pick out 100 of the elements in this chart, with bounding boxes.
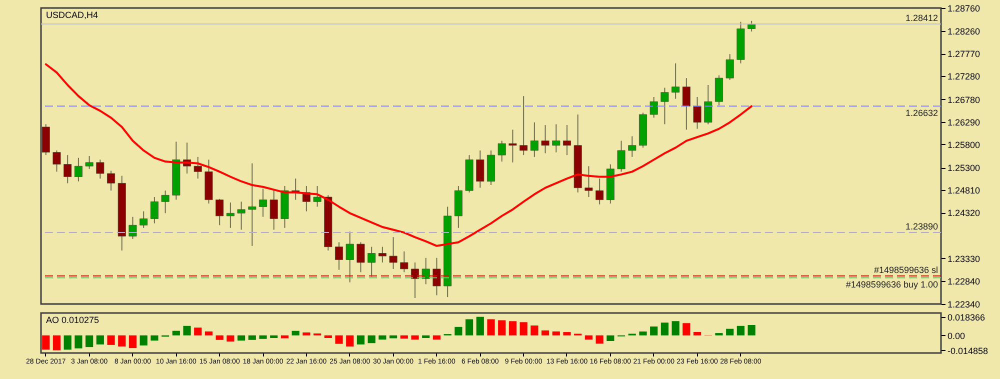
bar (86, 335, 94, 348)
y-tick-label: 0.00 (948, 330, 966, 341)
bar (378, 335, 386, 340)
bar (302, 332, 310, 336)
candlestick (96, 159, 104, 180)
bar (400, 335, 408, 339)
candlestick (400, 250, 408, 273)
candlestick (596, 178, 604, 205)
candlestick (313, 185, 322, 208)
bar (672, 321, 680, 336)
bar (172, 330, 180, 336)
bar (346, 335, 354, 346)
bar (498, 320, 506, 336)
candlestick (476, 150, 484, 188)
bar (693, 332, 702, 336)
candlestick (368, 246, 376, 278)
bar (606, 335, 614, 342)
bar (270, 335, 278, 338)
candlestick (226, 202, 234, 228)
y-tick-label: 1.23330 (948, 254, 980, 264)
bar (183, 326, 191, 336)
bar (150, 335, 158, 341)
bar (520, 322, 528, 336)
bar (389, 335, 398, 338)
bar (465, 319, 474, 336)
candlestick (140, 210, 148, 228)
bar (660, 322, 669, 336)
candlestick (508, 129, 517, 163)
candlestick (617, 140, 626, 172)
candlestick (422, 257, 430, 285)
ref-line-label: 1.28412 (905, 13, 938, 24)
bar (356, 335, 365, 344)
bar (335, 335, 343, 344)
candlestick (650, 96, 658, 118)
chart-title: USDCAD,H4 (46, 10, 98, 20)
candlestick (660, 87, 669, 125)
y-tick-label: -0.014858 (948, 346, 988, 356)
candlestick (562, 124, 571, 156)
bar (454, 326, 462, 336)
candlestick (161, 190, 170, 214)
y-tick-label: 1.27770 (948, 49, 980, 60)
bar (650, 326, 658, 336)
bar (422, 335, 430, 338)
bar (42, 335, 50, 350)
candlestick (346, 231, 354, 283)
candlestick (498, 140, 506, 162)
y-tick-label: 1.26780 (948, 94, 980, 105)
candlestick (74, 157, 82, 182)
bar (74, 335, 82, 348)
ref-line-label: 1.26632 (905, 108, 938, 118)
bar (292, 330, 300, 336)
bar (194, 328, 202, 336)
bar (226, 335, 234, 342)
bar (52, 335, 61, 350)
bar (530, 325, 538, 336)
candlestick (150, 196, 158, 224)
candlestick (530, 122, 538, 158)
bar (204, 331, 213, 336)
bar (748, 324, 756, 336)
bar (552, 331, 560, 336)
candlestick (216, 198, 224, 226)
chart-title: AO 0.010275 (46, 315, 100, 325)
bar (411, 335, 419, 340)
y-tick-label: 1.22340 (948, 300, 980, 310)
bar (280, 335, 289, 338)
y-tick-label: 1.25800 (948, 140, 980, 150)
candlestick (85, 156, 94, 170)
bar (508, 321, 517, 336)
bar (541, 330, 550, 336)
y-tick-label: 1.28760 (948, 4, 980, 14)
bar (726, 328, 734, 336)
bar (476, 316, 484, 336)
candlestick (389, 236, 398, 270)
bar (96, 335, 104, 344)
y-tick-label: 1.24320 (948, 208, 980, 218)
bar (368, 335, 376, 344)
ref-line-label: 1.23890 (905, 222, 938, 232)
bar (596, 335, 604, 344)
candlestick (672, 62, 680, 100)
y-tick-label: 1.26290 (948, 117, 980, 128)
candlestick (628, 136, 636, 158)
ref-line-label: #1498599636 buy 1.00 (846, 280, 938, 290)
bar (563, 332, 571, 336)
line-series (44, 63, 753, 247)
y-tick-label: 1.22840 (948, 276, 980, 286)
y-tick-label: 1.24810 (948, 186, 980, 196)
candlestick (704, 84, 712, 125)
candlestick (693, 96, 702, 130)
bar (64, 335, 72, 350)
candlestick (432, 257, 441, 296)
bar (118, 335, 126, 346)
bar (216, 335, 224, 340)
bar (432, 335, 441, 340)
y-tick-label: 0.018366 (948, 312, 986, 322)
candlestick (726, 54, 734, 80)
candlestick (748, 20, 756, 32)
y-tick-label: 1.28260 (948, 26, 980, 37)
bar (682, 323, 690, 336)
candlestick (107, 170, 116, 192)
bar (584, 335, 593, 340)
